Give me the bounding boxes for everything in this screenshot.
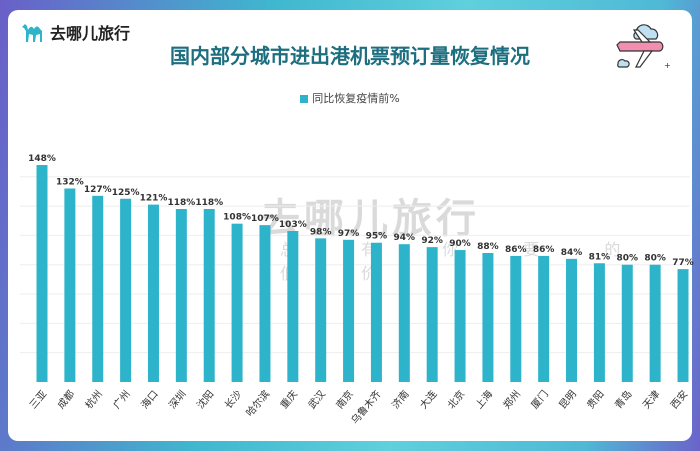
- bar: [649, 264, 661, 382]
- bar: [482, 252, 494, 382]
- x-tick-label: 重庆: [277, 388, 300, 412]
- bar: [175, 209, 187, 382]
- data-label: 148%: [28, 154, 56, 164]
- x-tick-label: 广州: [111, 388, 133, 411]
- x-tick-label: 青岛: [612, 388, 635, 412]
- bar: [621, 264, 633, 382]
- x-tick-label: 贵阳: [584, 388, 607, 412]
- bar: [677, 269, 689, 382]
- bar: [315, 238, 327, 382]
- bar: [147, 204, 159, 382]
- data-label: 103%: [279, 220, 307, 230]
- data-label: 77%: [672, 258, 694, 268]
- data-label: 118%: [195, 198, 223, 208]
- x-tick-label: 济南: [389, 388, 412, 412]
- bar: [370, 242, 382, 382]
- x-tick-label: 郑州: [500, 388, 523, 412]
- legend-swatch: [300, 95, 309, 103]
- chart-legend: 同比恢复疫情前%: [0, 90, 700, 106]
- bar: [259, 225, 271, 382]
- x-tick-label: 大连: [417, 388, 440, 412]
- camel-icon: [22, 24, 42, 42]
- x-tick-label: 杭州: [82, 388, 105, 412]
- data-label: 118%: [167, 198, 195, 208]
- data-label: 84%: [561, 248, 583, 258]
- x-tick-label: 深圳: [167, 388, 189, 411]
- x-tick-label: 西安: [667, 388, 690, 412]
- bar: [120, 198, 132, 382]
- x-tick-label: 厦门: [528, 388, 551, 412]
- bar: [231, 223, 243, 382]
- data-label: 88%: [477, 242, 499, 252]
- brand-name: 去哪儿旅行: [50, 24, 131, 43]
- x-tick-label: 昆明: [557, 388, 579, 411]
- svg-text:+: +: [664, 61, 671, 70]
- bar: [510, 255, 522, 382]
- data-label: 86%: [505, 245, 527, 255]
- bar: [398, 244, 410, 382]
- x-tick-label: 沈阳: [194, 388, 217, 412]
- data-label: 80%: [644, 254, 666, 264]
- airplane-cloud-icon: +: [614, 18, 674, 77]
- chart-title: 国内部分城市进出港机票预订量恢复情况: [170, 44, 530, 68]
- data-label: 98%: [310, 227, 332, 237]
- data-label: 86%: [533, 245, 555, 255]
- legend-label: 同比恢复疫情前%: [312, 92, 400, 105]
- x-tick-label: 三亚: [28, 389, 49, 411]
- bar: [64, 188, 76, 382]
- bar: [566, 258, 578, 382]
- data-label: 95%: [366, 232, 388, 242]
- bar: [343, 239, 355, 382]
- bar: [203, 209, 215, 382]
- bar: [538, 255, 550, 382]
- data-label: 125%: [112, 188, 140, 198]
- x-tick-label: 海口: [138, 388, 161, 412]
- data-label: 90%: [449, 239, 471, 249]
- x-tick-label: 北京: [445, 388, 468, 412]
- bar: [593, 263, 605, 382]
- data-label: 80%: [616, 254, 638, 264]
- bar: [454, 250, 466, 382]
- data-label: 127%: [84, 185, 112, 195]
- x-tick-label: 武汉: [305, 388, 328, 412]
- x-tick-label: 乌鲁木齐: [348, 388, 384, 427]
- data-label: 94%: [394, 233, 416, 243]
- bar: [92, 195, 104, 382]
- x-tick-label: 长沙: [222, 388, 244, 411]
- data-label: 97%: [338, 229, 360, 239]
- x-tick-label: 成都: [55, 388, 77, 411]
- data-label: 121%: [140, 194, 168, 204]
- x-tick-label: 天津: [640, 388, 662, 411]
- data-label: 108%: [223, 213, 251, 223]
- data-label: 107%: [251, 214, 279, 224]
- data-label: 92%: [421, 236, 443, 246]
- bar: [36, 165, 48, 382]
- x-tick-label: 南京: [333, 388, 356, 412]
- brand-logo: 去哪儿旅行: [20, 20, 130, 44]
- x-tick-label: 哈尔滨: [243, 388, 272, 419]
- x-tick-label: 上海: [472, 388, 495, 412]
- data-label: 132%: [56, 177, 84, 187]
- data-label: 81%: [589, 252, 611, 262]
- bar: [426, 247, 438, 382]
- bar: [287, 231, 299, 382]
